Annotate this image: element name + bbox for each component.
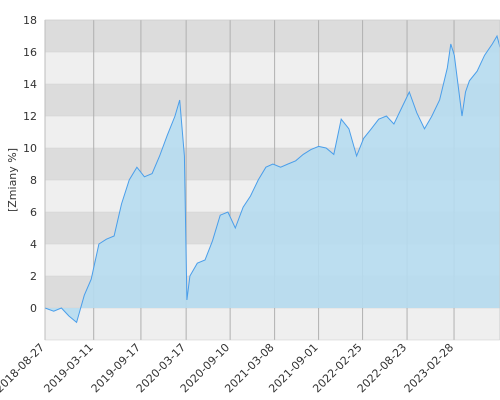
y-tick-label: 0 xyxy=(30,302,37,315)
band xyxy=(45,52,500,84)
x-tick-label: 2019-03-11 xyxy=(41,341,95,395)
y-tick-label: 10 xyxy=(23,142,37,155)
x-tick-label: 2023-02-28 xyxy=(402,341,456,395)
y-axis-label: [Zmiany %] xyxy=(6,148,19,212)
band xyxy=(45,308,500,340)
y-tick-label: 16 xyxy=(23,46,37,59)
y-tick-label: 8 xyxy=(30,174,37,187)
y-tick-label: 18 xyxy=(23,14,37,27)
band xyxy=(45,84,500,116)
y-tick-label: 2 xyxy=(30,270,37,283)
line xyxy=(44,34,500,324)
x-tick-label: 2018-08-27 xyxy=(0,341,47,395)
area xyxy=(45,36,500,323)
band xyxy=(45,20,500,52)
y-tick-label: 4 xyxy=(30,238,37,251)
y-tick-label: 14 xyxy=(23,78,37,91)
y-tick-label: 12 xyxy=(23,110,37,123)
y-tick-label: 6 xyxy=(30,206,37,219)
